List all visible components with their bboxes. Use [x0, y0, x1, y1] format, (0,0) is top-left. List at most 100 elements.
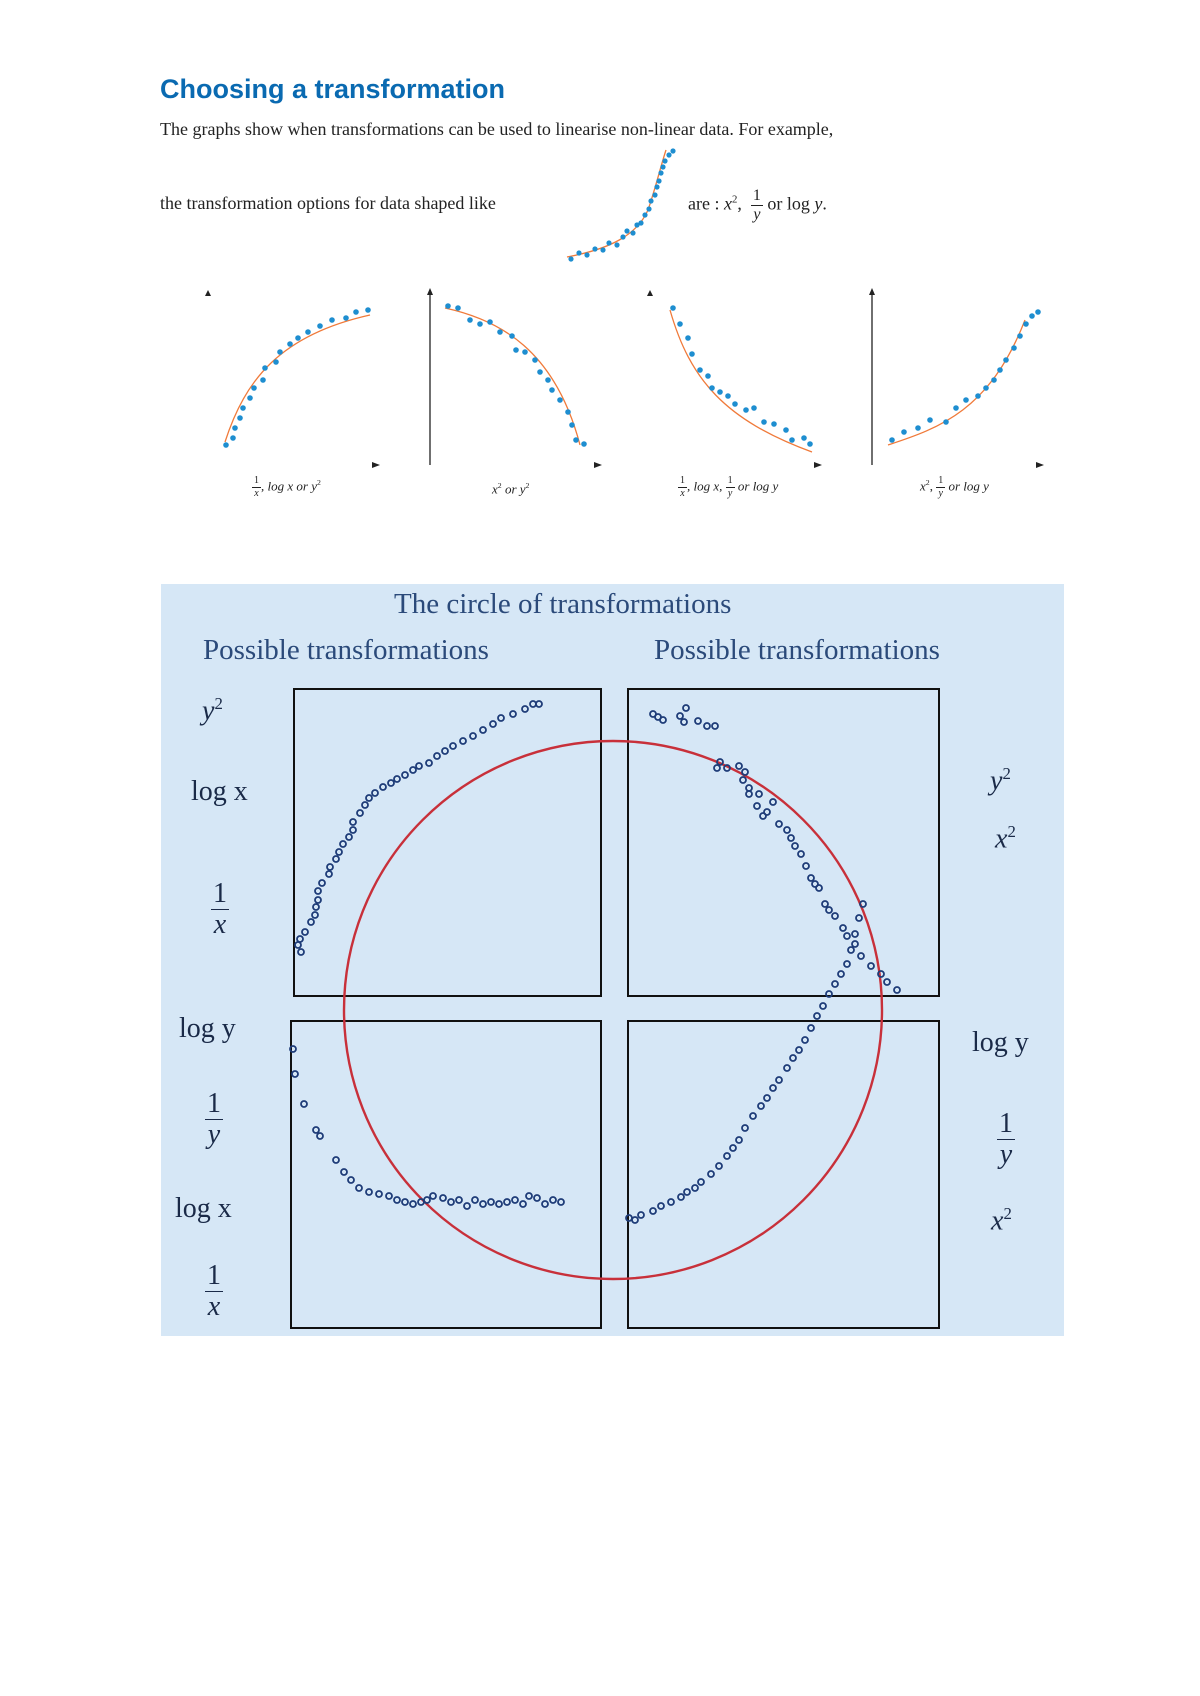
ring-marker — [294, 941, 302, 949]
tr-x2-label: x2 — [995, 822, 1016, 855]
example-dot — [634, 222, 640, 228]
data-dot — [295, 335, 301, 341]
exp: 2 — [214, 694, 223, 713]
ring-marker — [819, 1002, 827, 1010]
data-dot — [801, 435, 807, 441]
ring-marker — [479, 1200, 487, 1208]
ring-marker — [745, 784, 753, 792]
ring-marker — [703, 722, 711, 730]
ring-marker — [415, 762, 423, 770]
ring-marker — [409, 1200, 417, 1208]
frac-den: x — [254, 488, 259, 499]
left-header: Possible transformations — [203, 634, 489, 666]
graph1-y-arrow — [205, 290, 211, 296]
caption-text: or y — [501, 481, 526, 497]
ring-marker — [745, 790, 753, 798]
ring-marker — [707, 1170, 715, 1178]
small-graphs — [205, 288, 1044, 468]
ring-marker — [759, 812, 767, 820]
tl-logx-label: log x — [191, 776, 248, 807]
ring-marker — [667, 1198, 675, 1206]
data-dot — [581, 441, 587, 447]
ring-marker — [325, 870, 333, 878]
example-dot — [620, 234, 626, 240]
ring-marker — [423, 1196, 431, 1204]
ring-marker — [749, 1112, 757, 1120]
ring-marker — [535, 700, 543, 708]
graph4-y-arrow — [869, 288, 875, 295]
ring-marker — [857, 952, 865, 960]
are-text: are : — [688, 193, 724, 214]
ring-marker — [775, 1076, 783, 1084]
ring-marker — [763, 808, 771, 816]
ring-marker — [332, 855, 340, 863]
ring-marker — [371, 789, 379, 797]
ring-marker — [797, 850, 805, 858]
example-dot — [660, 164, 666, 170]
circle-title: The circle of transformations — [394, 588, 732, 620]
data-dot — [685, 335, 691, 341]
data-dot — [277, 349, 283, 355]
ring-marker — [549, 1196, 557, 1204]
example-shape-plot — [566, 148, 676, 262]
exp: 2 — [1007, 822, 1016, 841]
ring-marker — [425, 759, 433, 767]
ring-marker — [340, 1168, 348, 1176]
example-dot — [576, 250, 582, 256]
frac-den: x — [207, 1291, 221, 1322]
ring-marker — [439, 1194, 447, 1202]
bl-logx-label: log x — [175, 1193, 232, 1224]
ring-marker — [791, 842, 799, 850]
data-dot — [445, 303, 451, 309]
data-dot — [991, 377, 997, 383]
ring-marker — [825, 906, 833, 914]
comma: , — [737, 193, 742, 214]
ring-marker — [385, 1192, 393, 1200]
frac-den: y — [207, 1119, 221, 1150]
x-var: x — [492, 481, 498, 497]
data-dot — [223, 442, 229, 448]
ring-marker — [429, 1192, 437, 1200]
example-dot — [652, 192, 658, 198]
example-dot — [624, 228, 630, 234]
ring-marker — [297, 948, 305, 956]
ring-marker — [521, 705, 529, 713]
ring-marker — [497, 714, 505, 722]
data-dot — [789, 437, 795, 443]
ring-marker — [541, 1200, 549, 1208]
ring-marker — [821, 900, 829, 908]
data-dot — [963, 397, 969, 403]
ring-marker — [757, 1102, 765, 1110]
data-dot — [915, 425, 921, 431]
ring-marker — [365, 1188, 373, 1196]
ring-marker — [807, 1024, 815, 1032]
ring-marker — [682, 704, 690, 712]
y-var: y — [814, 193, 823, 214]
ring-marker — [657, 1202, 665, 1210]
data-dot — [240, 405, 246, 411]
ring-marker — [755, 790, 763, 798]
tr-y2-label: y2 — [990, 764, 1011, 797]
ring-marker — [393, 775, 401, 783]
ring-marker — [741, 1124, 749, 1132]
graph4-x-arrow — [1036, 462, 1044, 468]
exp: 2 — [1002, 764, 1011, 783]
ring-marker — [831, 912, 839, 920]
data-dot — [975, 393, 981, 399]
ring-marker — [789, 1054, 797, 1062]
data-dot — [247, 395, 253, 401]
data-dot — [670, 305, 676, 311]
ring-marker — [795, 1046, 803, 1054]
box-bottom-left — [290, 1020, 602, 1329]
data-dot — [689, 351, 695, 357]
ring-marker — [753, 802, 761, 810]
ring-marker — [715, 1162, 723, 1170]
ring-marker — [716, 758, 724, 766]
transformation-circle — [342, 739, 884, 1281]
